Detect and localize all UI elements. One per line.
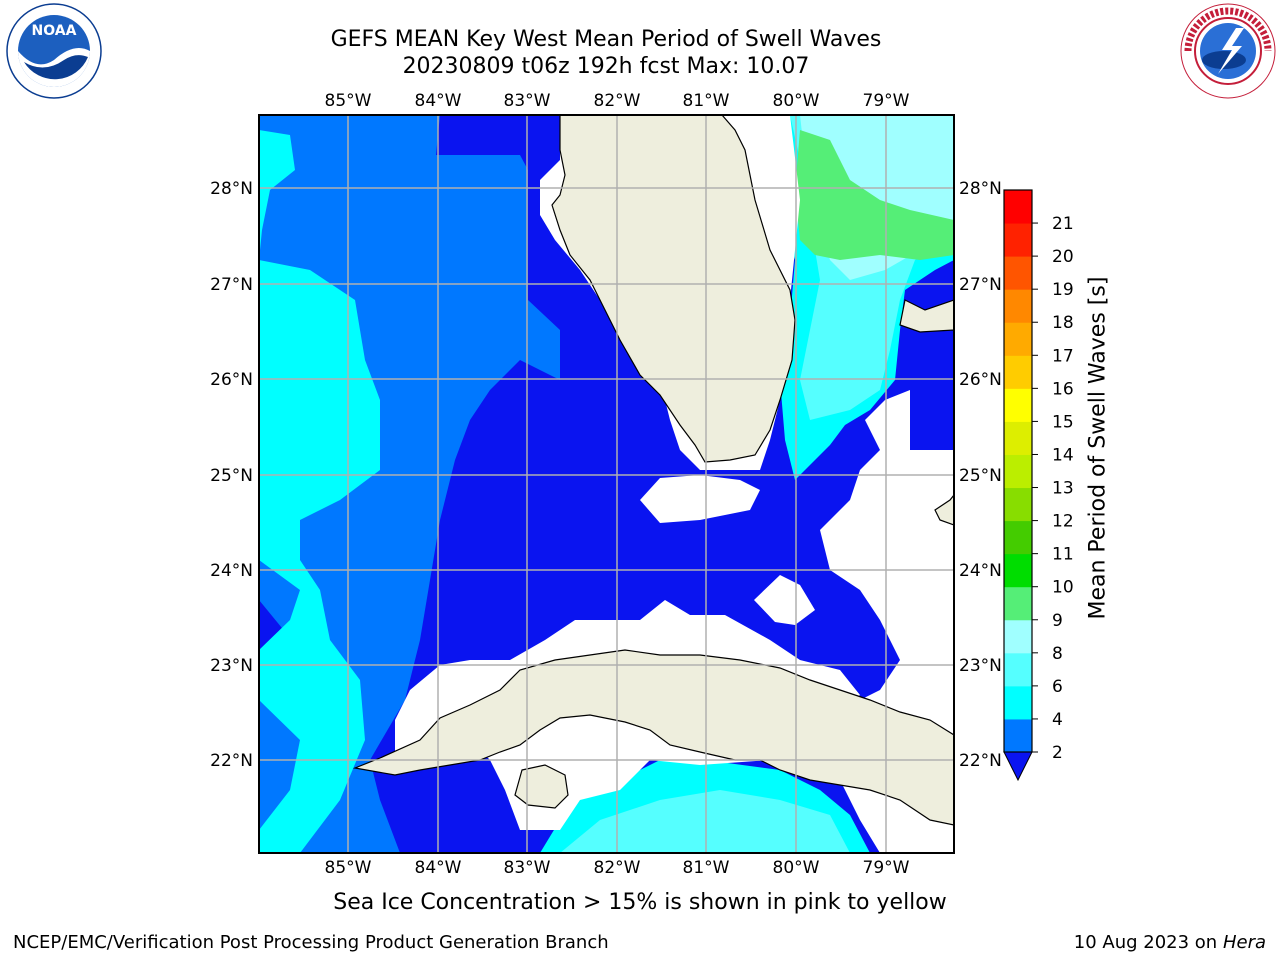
- lat-label-23n-left: 23°N: [210, 656, 253, 676]
- nodata-mask-cay-sal: [754, 575, 815, 625]
- colorbar-tick-label: 6: [1052, 677, 1063, 697]
- footer-date-text: 10 Aug 2023 on: [1073, 932, 1218, 953]
- colorbar-tick-label: 15: [1052, 412, 1074, 432]
- colorbar-swatch: [1004, 619, 1032, 654]
- colorbar-swatch: [1004, 388, 1032, 422]
- sea-ice-note: Sea Ice Concentration > 15% is shown in …: [333, 890, 947, 915]
- lat-label-22n-left: 22°N: [210, 751, 253, 771]
- colorbar-tick-label: 19: [1052, 280, 1074, 300]
- colorbar-tick-label: 17: [1052, 346, 1074, 366]
- map-plot-area: [259, 115, 954, 853]
- lon-label-82w-bottom: 82°W: [594, 858, 641, 878]
- contour-9-10-northeast: [795, 130, 954, 260]
- colorbar-frame: [1003, 189, 1033, 753]
- chart-title-line-1: GEFS MEAN Key West Mean Period of Swell …: [330, 27, 882, 52]
- contour-4-6-west: [259, 130, 380, 853]
- colorbar-swatch: [1004, 322, 1032, 356]
- lon-labels-bottom: 85°W 84°W 83°W 82°W 81°W 80°W 79°W: [325, 858, 910, 878]
- land-florida: [551, 115, 796, 463]
- colorbar-tick-label: 8: [1052, 644, 1063, 664]
- colorbar-swatch: [1004, 718, 1032, 753]
- lat-labels-left: 28°N 27°N 26°N 25°N 24°N 23°N 22°N: [210, 179, 253, 771]
- lon-label-80w-bottom: 80°W: [773, 858, 820, 878]
- lon-label-81w-top: 81°W: [683, 91, 730, 111]
- colorbar-tick-label: 21: [1052, 214, 1074, 234]
- land-isla-juventud: [514, 764, 569, 809]
- lon-labels-top: 85°W 84°W 83°W 82°W 81°W 80°W 79°W: [325, 91, 910, 111]
- lat-label-28n-right: 28°N: [959, 179, 1002, 199]
- lat-label-27n-left: 27°N: [210, 275, 253, 295]
- lon-label-84w-bottom: 84°W: [415, 858, 462, 878]
- lat-label-22n-right: 22°N: [959, 751, 1002, 771]
- lat-label-24n-right: 24°N: [959, 561, 1002, 581]
- colorbar-tick-label: 2: [1052, 743, 1063, 763]
- map-gridlines: [259, 115, 954, 853]
- colorbar-swatch: [1004, 421, 1032, 455]
- colorbar-tick-label: 20: [1052, 247, 1074, 267]
- contour-6-8-south-cuba: [560, 790, 850, 853]
- nws-logo: [1180, 3, 1276, 99]
- footer-host: Hera: [1222, 932, 1266, 953]
- lon-label-79w-top: 79°W: [863, 91, 910, 111]
- lon-label-84w-top: 84°W: [415, 91, 462, 111]
- land-andros: [934, 494, 954, 526]
- colorbar-swatch: [1004, 190, 1032, 224]
- colorbar-swatch: [1004, 520, 1032, 555]
- colorbar-tick-label: 4: [1052, 710, 1063, 730]
- lon-label-85w-bottom: 85°W: [325, 858, 372, 878]
- colorbar-tick-label: 11: [1052, 545, 1074, 565]
- lat-label-27n-right: 27°N: [959, 275, 1002, 295]
- lat-label-24n-left: 24°N: [210, 561, 253, 581]
- colorbar-swatch: [1004, 223, 1032, 257]
- lon-label-80w-top: 80°W: [773, 91, 820, 111]
- colorbar-tick-label: 10: [1052, 578, 1074, 598]
- colorbar-ticks: 2 4 6 8 9 10 11 12 13 14 15 16 17 18 19 20 21: [1032, 214, 1074, 763]
- lat-label-25n-left: 25°N: [210, 466, 253, 486]
- chart-title-line-2: 20230809 t06z 192h fcst Max: 10.07: [402, 54, 810, 79]
- lat-label-25n-right: 25°N: [959, 466, 1002, 486]
- colorbar-swatch: [1004, 553, 1032, 588]
- lat-label-28n-left: 28°N: [210, 179, 253, 199]
- colorbar-swatch: [1004, 586, 1032, 621]
- lon-label-83w-bottom: 83°W: [504, 858, 551, 878]
- lon-label-85w-top: 85°W: [325, 91, 372, 111]
- lon-label-81w-bottom: 81°W: [683, 858, 730, 878]
- colorbar-swatch: [1004, 289, 1032, 323]
- colorbar-tick-label: 14: [1052, 445, 1074, 465]
- lat-label-26n-right: 26°N: [959, 370, 1002, 390]
- lon-label-83w-top: 83°W: [504, 91, 551, 111]
- colorbar-tick-label: 9: [1052, 611, 1063, 631]
- colorbar: 2 4 6 8 9 10 11 12 13 14 15 16 17 18 19 20 21: [1003, 189, 1074, 782]
- noaa-logo: NOAA: [6, 3, 102, 99]
- nodata-mask-keys: [640, 475, 760, 523]
- colorbar-swatch: [1004, 685, 1032, 720]
- colorbar-tick-label: 18: [1052, 313, 1074, 333]
- lat-labels-right: 28°N 27°N 26°N 25°N 24°N 23°N 22°N: [959, 179, 1002, 771]
- land-cuba: [352, 649, 954, 826]
- colorbar-swatch: [1004, 454, 1032, 489]
- colorbar-extend-arrow: [1003, 751, 1033, 782]
- lon-label-82w-top: 82°W: [594, 91, 641, 111]
- colorbar-swatch: [1004, 355, 1032, 389]
- colorbar-label: Mean Period of Swell Waves [s]: [1085, 276, 1111, 620]
- land-bahamas: [899, 299, 954, 333]
- map-frame: [258, 114, 955, 854]
- colorbar-swatches: [1004, 190, 1032, 753]
- colorbar-tick-label: 16: [1052, 379, 1074, 399]
- colorbar-swatch: [1004, 256, 1032, 290]
- lat-label-23n-right: 23°N: [959, 656, 1002, 676]
- footer-credit: NCEP/EMC/Verification Post Processing Pr…: [13, 932, 609, 953]
- colorbar-swatch: [1004, 487, 1032, 522]
- colorbar-swatch: [1004, 652, 1032, 687]
- colorbar-tick-label: 12: [1052, 512, 1074, 532]
- lon-label-79w-bottom: 79°W: [863, 858, 910, 878]
- footer-date: 10 Aug 2023 on Hera: [1074, 932, 1266, 953]
- lat-label-26n-left: 26°N: [210, 370, 253, 390]
- noaa-logo-text: NOAA: [32, 23, 77, 39]
- colorbar-tick-label: 13: [1052, 479, 1074, 499]
